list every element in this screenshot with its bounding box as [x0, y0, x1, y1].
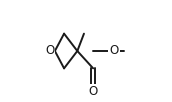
Text: O: O	[45, 44, 54, 58]
Text: O: O	[109, 44, 119, 58]
Text: O: O	[89, 85, 98, 98]
